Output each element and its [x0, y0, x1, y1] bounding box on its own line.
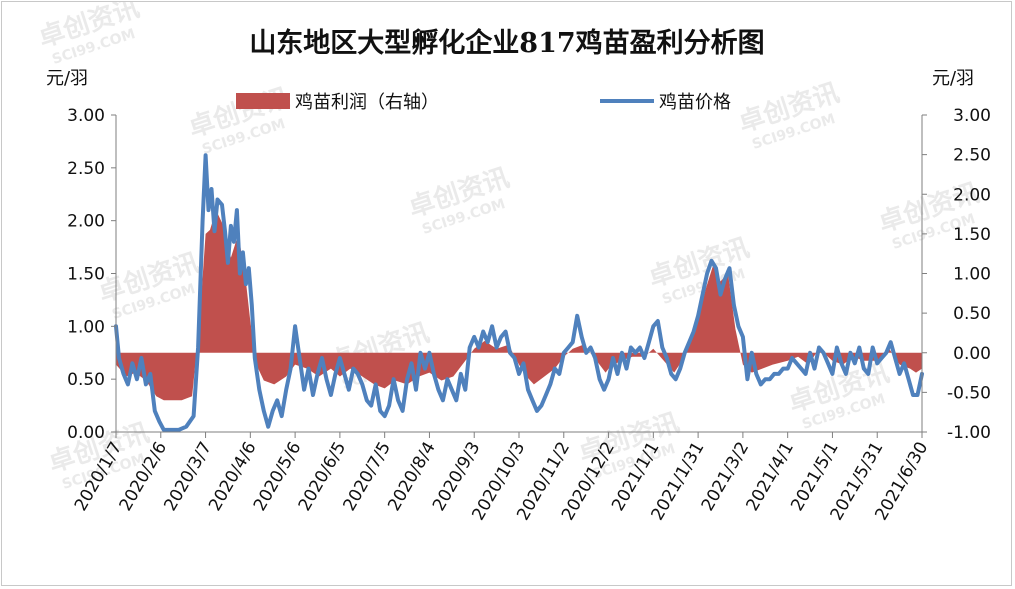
right-tick-label: -1.00 — [947, 423, 991, 443]
left-tick-label: 1.00 — [67, 317, 105, 337]
right-tick-label: 3.00 — [953, 106, 991, 126]
right-axis-ticks: -1.00 -0.50 0.00 0.50 1.00 1.50 2.00 2.50 3.00 — [922, 106, 991, 443]
plot-area — [114, 153, 924, 432]
right-tick-label: 2.00 — [953, 185, 991, 205]
price-line-series — [114, 153, 924, 432]
right-tick-label: -0.50 — [947, 383, 991, 403]
right-tick-label: 0.00 — [953, 344, 991, 364]
left-axis-unit: 元/羽 — [46, 68, 88, 89]
legend-swatch-profit — [236, 93, 290, 109]
left-tick-label: 2.00 — [67, 212, 105, 232]
left-tick-label: 0.00 — [67, 423, 105, 443]
left-axis-ticks: 0.00 0.50 1.00 1.50 2.00 2.50 3.00 — [67, 106, 116, 443]
legend: 鸡苗利润（右轴） 鸡苗价格 — [236, 92, 731, 113]
left-tick-label: 0.50 — [67, 370, 105, 390]
legend-label-profit: 鸡苗利润（右轴） — [295, 92, 439, 113]
right-tick-label: 1.50 — [953, 225, 991, 245]
right-tick-label: 2.50 — [953, 146, 991, 166]
left-tick-label: 3.00 — [67, 106, 105, 126]
chart-title: 山东地区大型孵化企业817鸡苗盈利分析图 — [249, 27, 764, 59]
right-axis-unit: 元/羽 — [932, 68, 974, 89]
left-tick-label: 1.50 — [67, 265, 105, 285]
right-tick-label: 1.00 — [953, 265, 991, 285]
legend-label-price: 鸡苗价格 — [659, 92, 731, 113]
right-tick-label: 0.50 — [953, 304, 991, 324]
left-tick-label: 2.50 — [67, 159, 105, 179]
x-axis-ticks: 2020/1/72020/2/62020/3/72020/4/62020/5/6… — [71, 432, 932, 524]
profit-area-series — [116, 210, 922, 401]
